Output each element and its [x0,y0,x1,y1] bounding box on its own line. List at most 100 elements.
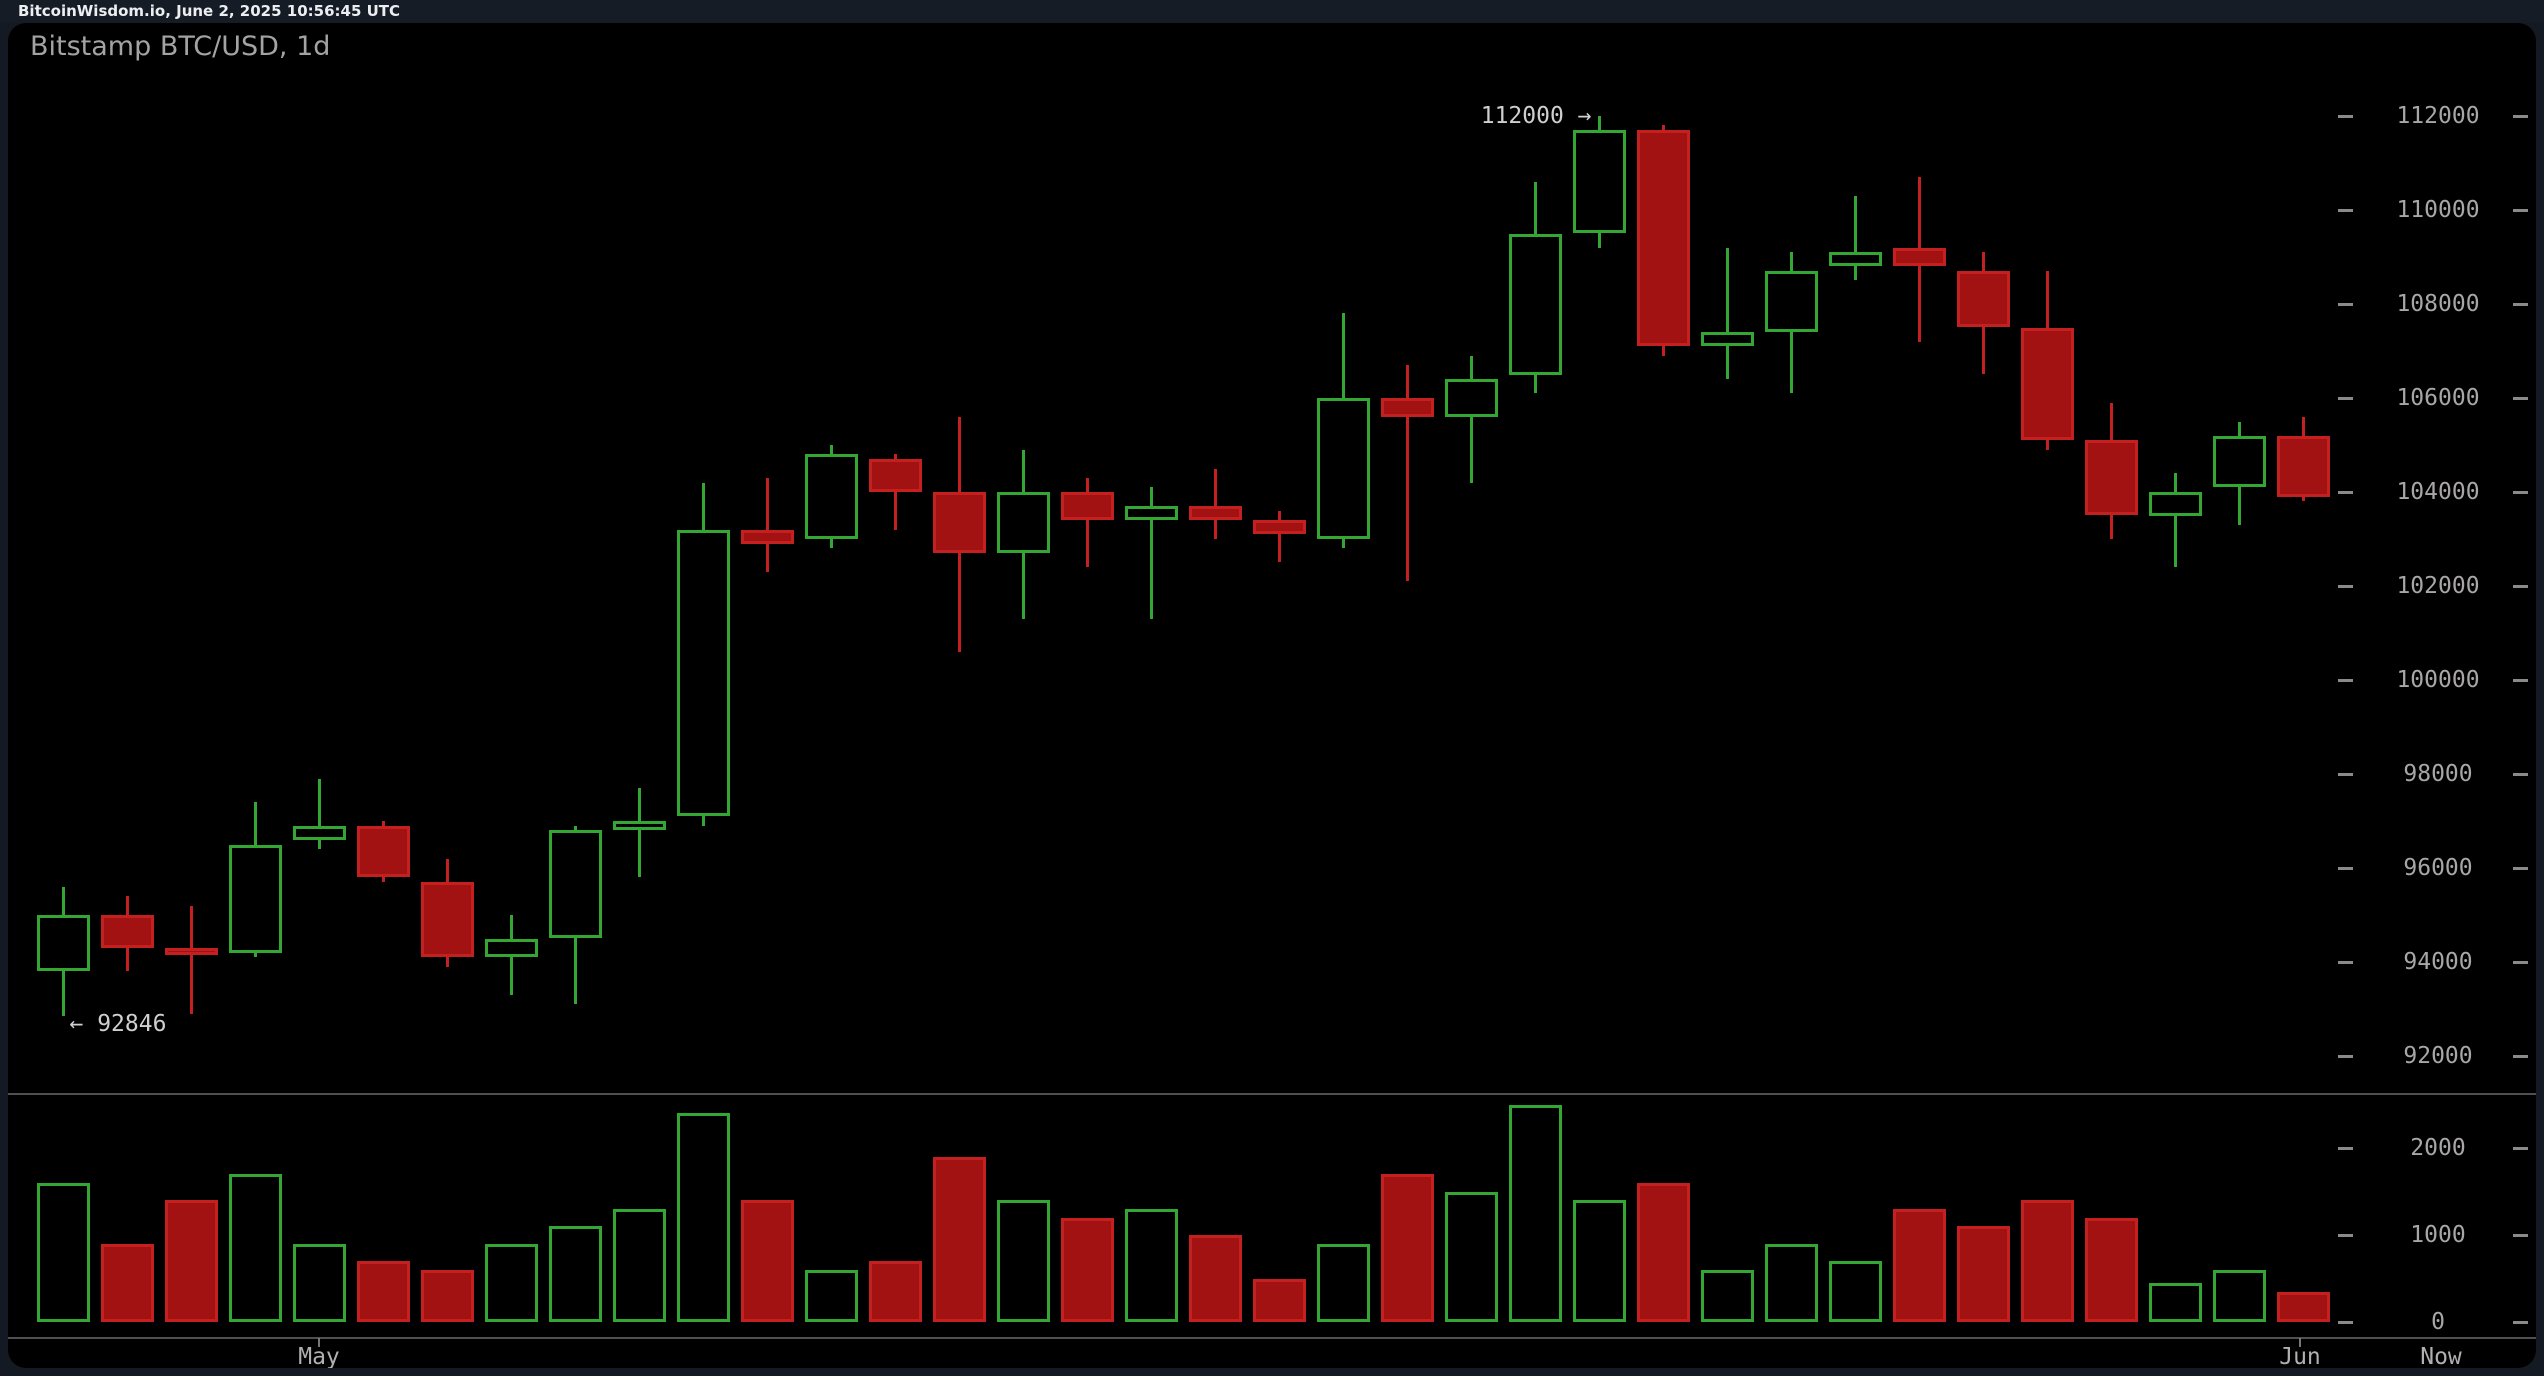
axis-tick-dash [2513,491,2528,494]
chart-title: Bitstamp BTC/USD, 1d [30,31,331,62]
volume-bar-down [421,1269,474,1322]
candle-up [2149,492,2202,516]
candle-down [741,529,794,544]
candle-wick [638,788,641,878]
candle-up [1509,233,1562,375]
candle-wick [1470,355,1473,483]
chart-panel: Bitstamp BTC/USD, 1d 112000 110000 108000 1… [8,23,2536,1368]
footer-separator [8,1337,2536,1339]
volume-bar-down [1253,1278,1306,1322]
axis-tick-dash [2338,867,2353,870]
volume-bar-up [613,1208,666,1322]
candle-wick [894,454,897,530]
axis-tick-dash [2513,1321,2528,1324]
candle-up [1317,398,1370,539]
candle-up [1573,130,1626,234]
candle-up [37,915,90,972]
axis-tick-dash [2338,1055,2353,1058]
axis-tick-dash [2338,491,2353,494]
candle-down [2277,435,2330,497]
volume-bar-up [37,1182,90,1322]
time-axis-label-now: Now [2420,1344,2462,1368]
candle-down [2021,327,2074,441]
axis-tick-dash [2338,1147,2353,1150]
candle-wick [766,477,769,572]
axis-tick-dash [2513,1055,2528,1058]
axis-tick-dash [2338,209,2353,212]
volume-bar-down [101,1243,154,1322]
volume-bar-down [357,1261,410,1322]
candle-wick [1726,247,1729,380]
volume-bar-down [933,1156,986,1322]
volume-bar-up [293,1243,346,1322]
axis-tick-dash [2513,961,2528,964]
volume-bar-up [1573,1200,1626,1322]
candle-up [2213,435,2266,488]
candle-wick [1214,468,1217,539]
volume-bar-up [1125,1208,1178,1322]
volume-bar-up [1317,1243,1370,1322]
axis-tick-dash [2338,397,2353,400]
axis-tick-dash [2513,585,2528,588]
candle-up [1765,271,1818,333]
candle-down [421,882,474,958]
candle-up [293,825,346,840]
axis-tick-label: 92000 [2403,1043,2473,1069]
axis-tick-label: 98000 [2403,761,2473,787]
candle-up [997,492,1050,554]
candle-up [1125,506,1178,521]
axis-tick-dash [2338,773,2353,776]
time-axis-label-may: May [298,1344,340,1368]
time-axis-notch [318,1338,320,1347]
candle-wick [1086,477,1089,568]
candle-wick [318,778,321,850]
candle-down [165,947,218,955]
axis-tick-dash [2513,397,2528,400]
axis-tick-dash [2513,1147,2528,1150]
candle-up [485,938,538,958]
candle-up [229,844,282,953]
candle-down [357,825,410,878]
candle-down [933,492,986,554]
volume-bar-down [1061,1217,1114,1322]
volume-bar-down [1381,1174,1434,1322]
axis-tick-dash [2338,115,2353,118]
volume-bar-up [1445,1191,1498,1322]
candle-down [1893,247,1946,267]
axis-tick-label: 94000 [2403,949,2473,975]
volume-bar-up [2149,1282,2202,1322]
candle-down [1381,398,1434,417]
candle-wick [2174,473,2177,568]
volume-bar-up [549,1226,602,1322]
volume-bar-down [741,1200,794,1322]
high-annotation: 112000 → [1480,103,1592,129]
axis-tick-label: 106000 [2396,385,2480,411]
axis-tick-dash [2513,679,2528,682]
volume-bar-down [165,1200,218,1322]
candle-down [1061,492,1114,521]
candle-up [805,454,858,539]
axis-tick-dash [2513,209,2528,212]
axis-tick-dash [2338,1321,2353,1324]
axis-tick-dash [2513,773,2528,776]
volume-bar-down [2085,1217,2138,1322]
volume-bar-up [229,1174,282,1322]
volume-bar-up [805,1269,858,1322]
candle-up [549,830,602,939]
time-axis-notch [2299,1338,2301,1347]
candle-wick [1406,365,1409,582]
volume-bar-up [2213,1269,2266,1322]
candle-wick [1278,510,1281,563]
axis-tick-label: 110000 [2396,197,2480,223]
low-annotation: ← 92846 [69,1011,167,1038]
candle-wick [1150,487,1153,619]
candle-wick [1854,195,1857,281]
candle-wick [190,905,193,1014]
time-axis-label-jun: Jun [2279,1344,2321,1368]
axis-tick-dash [2338,585,2353,588]
axis-tick-label: 104000 [2396,479,2480,505]
axis-tick-label: 100000 [2396,667,2480,693]
axis-tick-dash [2338,303,2353,306]
volume-bar-up [677,1113,730,1322]
